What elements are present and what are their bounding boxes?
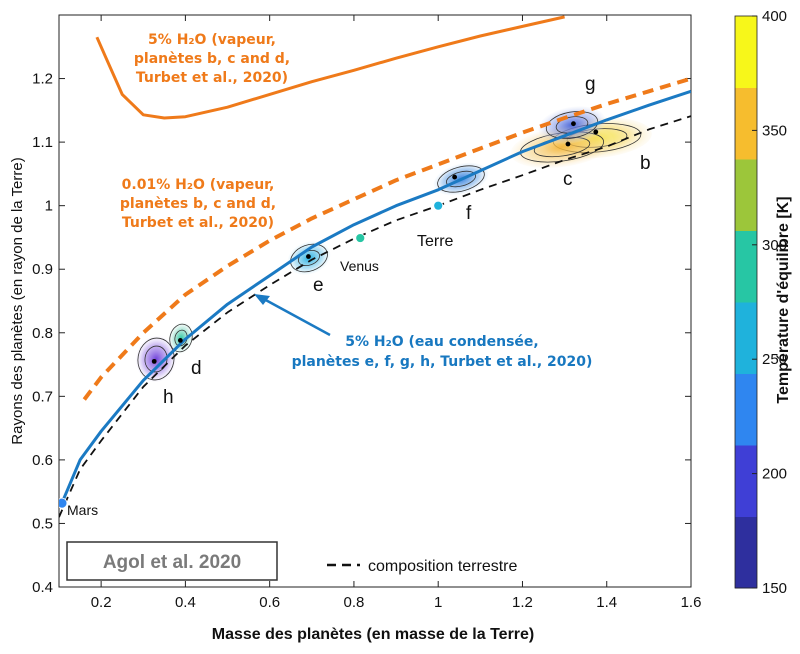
label-c: c [563, 169, 573, 190]
cloud-d [168, 322, 194, 354]
legend: composition terrestre [327, 558, 517, 575]
x-tick-label: 0.2 [91, 594, 112, 611]
label-g: g [585, 74, 596, 95]
point-g [571, 121, 576, 127]
annotation-arrow [254, 294, 331, 337]
point-f [452, 174, 458, 180]
colorbar: 150 200 250 300 350 400 [734, 8, 787, 597]
annotation-blue: 5% H₂O (eau condensée, planètes e, f, g,… [292, 334, 593, 370]
colorbar-segment [735, 302, 757, 374]
annotation-line: planètes e, f, g, h, Turbet et al., 2020… [292, 354, 593, 370]
label-b: b [640, 153, 651, 174]
x-tick-label: 0.8 [344, 594, 365, 611]
y-tick-label: 0.5 [32, 515, 53, 532]
point-terre [433, 200, 444, 211]
y-tick-label: 0.6 [32, 452, 53, 469]
colorbar-tick-label: 150 [762, 580, 787, 597]
colorbar-frame [734, 15, 758, 589]
y-tick-label: 0.4 [32, 579, 53, 596]
plot-frame [58, 14, 692, 588]
x-tick-label: 1.6 [681, 594, 702, 611]
point-d [177, 338, 183, 343]
point-c [565, 141, 571, 147]
planet-points [59, 121, 599, 509]
colorbar-tick-label: 300 [762, 237, 787, 254]
point-h [151, 358, 157, 364]
model-curves [59, 15, 691, 518]
annotation-line: 5% H₂O (eau condensée, [345, 334, 538, 350]
x-tick-label: 0.4 [175, 594, 196, 611]
colorbar-tick-label: 250 [762, 351, 787, 368]
colorbar-segment [735, 516, 757, 589]
colorbar-segment [735, 87, 757, 160]
annotation-orange-mid: 0.01% H₂O (vapeur, planètes b, c and d, … [120, 177, 276, 231]
point-venus [355, 233, 366, 243]
x-tick-label: 1.2 [512, 594, 533, 611]
label-mars: Mars [67, 502, 98, 518]
annotation-line: planètes b, c and d, [120, 196, 276, 212]
colorbar-segment [735, 16, 757, 88]
y-tick-label: 1.1 [32, 134, 53, 151]
label-d: d [191, 358, 202, 379]
y-tick-label: 0.9 [32, 261, 53, 278]
credit-box: Agol et al. 2020 [66, 541, 278, 581]
label-venus: Venus [340, 258, 379, 274]
x-tick-label: 1 [434, 594, 442, 611]
label-h: h [163, 387, 174, 408]
point-e [306, 254, 311, 259]
curve-001pct-h2o-vapeur [82, 76, 691, 401]
credit-text: Agol et al. 2020 [103, 552, 241, 573]
label-f: f [466, 203, 472, 224]
colorbar-tick-label: 350 [762, 122, 787, 139]
curve-5pct-h2o-vapeur [95, 15, 565, 120]
legend-label: composition terrestre [368, 558, 517, 575]
colorbar-segment [735, 445, 757, 517]
y-tick-label: 1 [45, 198, 53, 215]
annotation-line: Turbet et al., 2020) [136, 70, 288, 86]
colorbar-tick-label: 200 [762, 466, 787, 483]
annotation-line: 5% H₂O (vapeur, [148, 32, 276, 48]
colorbar-segment [735, 373, 757, 446]
point-b [593, 129, 599, 135]
colorbar-tick-label: 400 [762, 8, 787, 25]
x-axis-label: Masse des planètes (en masse de la Terre… [212, 626, 535, 643]
colorbar-label: Température d'équilibre [K] [775, 196, 792, 403]
label-terre: Terre [417, 233, 454, 250]
annotation-line: 0.01% H₂O (vapeur, [122, 177, 275, 193]
y-tick-label: 0.8 [32, 325, 53, 342]
y-tick-label: 0.7 [32, 388, 53, 405]
y-tick-label: 1.2 [32, 71, 53, 88]
point-mars [59, 497, 68, 509]
axis-ticks: 0.2 0.4 0.6 0.8 1 1.2 1.4 1.6 0.4 0.5 0.6 0.7 0.8 0.9… [32, 15, 701, 611]
label-e: e [313, 275, 324, 296]
colorbar-segment [735, 159, 757, 231]
annotation-line: Turbet et al., 2020) [122, 215, 274, 231]
x-tick-label: 0.6 [259, 594, 280, 611]
y-axis-label: Rayons des planètes (en rayon de la Terr… [9, 157, 26, 444]
colorbar-segment [735, 230, 757, 303]
x-tick-label: 1.4 [596, 594, 617, 611]
curve-5pct-h2o-condensee [60, 89, 691, 504]
annotation-line: planètes b, c and d, [134, 51, 290, 67]
annotation-orange-top: 5% H₂O (vapeur, planètes b, c and d, Tur… [134, 32, 290, 86]
curve-composition-terrestre [59, 115, 691, 518]
